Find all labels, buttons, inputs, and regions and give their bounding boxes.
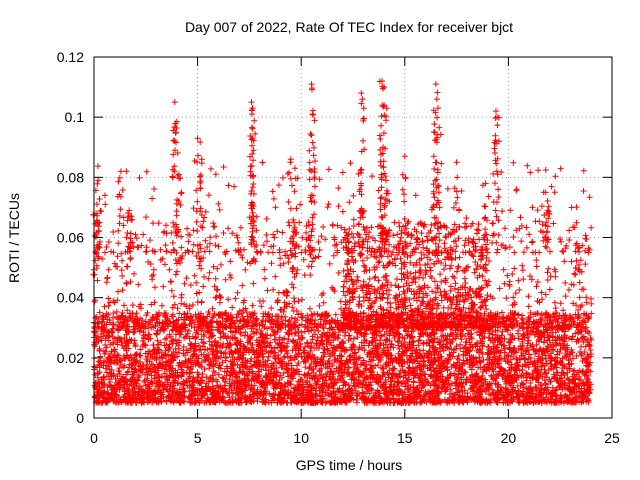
data-point [573, 371, 580, 378]
data-point [103, 369, 110, 376]
data-point [148, 372, 155, 379]
data-point [217, 354, 224, 361]
data-point [581, 349, 588, 356]
data-point [244, 372, 251, 379]
data-point [385, 374, 392, 381]
data-point [142, 382, 149, 389]
data-point [320, 325, 327, 332]
data-point [575, 376, 582, 383]
data-point [426, 342, 433, 349]
data-point [459, 361, 466, 368]
data-point [382, 377, 389, 384]
data-point [555, 315, 562, 322]
data-point [318, 312, 325, 319]
data-point [448, 346, 455, 353]
data-point [570, 368, 577, 375]
data-point [502, 345, 509, 352]
data-point [278, 348, 285, 355]
data-point [514, 382, 521, 389]
data-point [588, 310, 595, 317]
data-point [532, 350, 539, 357]
data-point [98, 337, 105, 344]
data-point [289, 338, 296, 345]
data-point [298, 310, 305, 317]
data-point [362, 330, 369, 337]
data-points [90, 78, 595, 406]
data-point [280, 354, 287, 361]
data-point [114, 334, 121, 341]
data-point [429, 343, 436, 350]
data-point [440, 347, 447, 354]
data-point [102, 342, 109, 349]
data-point [375, 362, 382, 369]
data-point [473, 370, 480, 377]
data-point [533, 341, 540, 348]
data-point [185, 327, 192, 334]
data-point [305, 365, 312, 372]
data-point [295, 311, 302, 318]
data-point [533, 383, 540, 390]
data-point [229, 329, 236, 336]
data-point [513, 390, 520, 397]
data-point [267, 332, 274, 339]
data-point [556, 312, 563, 319]
data-point [396, 346, 403, 353]
data-point [416, 337, 423, 344]
data-point [565, 335, 572, 342]
